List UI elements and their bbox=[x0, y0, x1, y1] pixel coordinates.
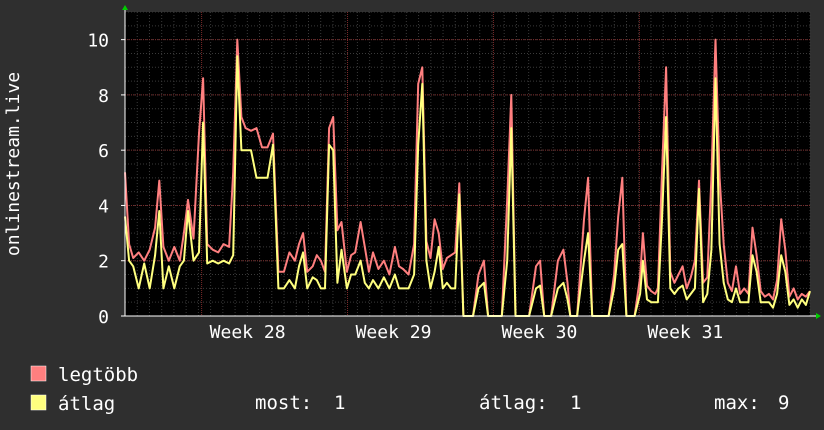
legend-swatch bbox=[30, 365, 47, 382]
y-tick-labels: 0 2 4 6 8 10 bbox=[87, 31, 109, 328]
x-axis-arrow-icon bbox=[816, 313, 821, 319]
x-tick-label: Week 28 bbox=[210, 322, 286, 343]
y-tick-label: 8 bbox=[98, 86, 109, 107]
average-value: 1 bbox=[570, 392, 581, 414]
max-value: 9 bbox=[778, 392, 789, 414]
series-line-max bbox=[124, 38, 811, 317]
series-line-avg bbox=[124, 55, 811, 317]
x-tick-labels: Week 28 Week 29 Week 30 Week 31 bbox=[210, 322, 724, 343]
legend-label: átlag bbox=[58, 393, 115, 415]
legend-label: legtöbb bbox=[58, 364, 138, 386]
x-tick-label: Week 29 bbox=[356, 322, 432, 343]
y-tick-label: 4 bbox=[98, 196, 109, 217]
grid bbox=[124, 11, 811, 317]
average-label: átlag: bbox=[479, 392, 548, 414]
max-label: max: bbox=[714, 392, 760, 414]
axes bbox=[121, 5, 821, 319]
current-value: 1 bbox=[334, 392, 345, 414]
y-axis-label: onlinestream.live bbox=[3, 72, 24, 256]
y-tick-label: 2 bbox=[98, 252, 109, 273]
current-label: most: bbox=[255, 392, 312, 414]
y-tick-label: 0 bbox=[98, 307, 109, 328]
legend: legtöbb átlag bbox=[30, 364, 138, 415]
y-tick-label: 6 bbox=[98, 141, 109, 162]
stats-footer: most: 1 átlag: 1 max: 9 bbox=[255, 392, 789, 414]
y-axis-arrow-icon bbox=[122, 5, 128, 10]
legend-swatch bbox=[30, 394, 47, 411]
x-tick-label: Week 31 bbox=[647, 322, 723, 343]
y-tick-label: 10 bbox=[87, 31, 109, 52]
x-tick-label: Week 30 bbox=[501, 322, 577, 343]
series-layer bbox=[124, 38, 811, 317]
